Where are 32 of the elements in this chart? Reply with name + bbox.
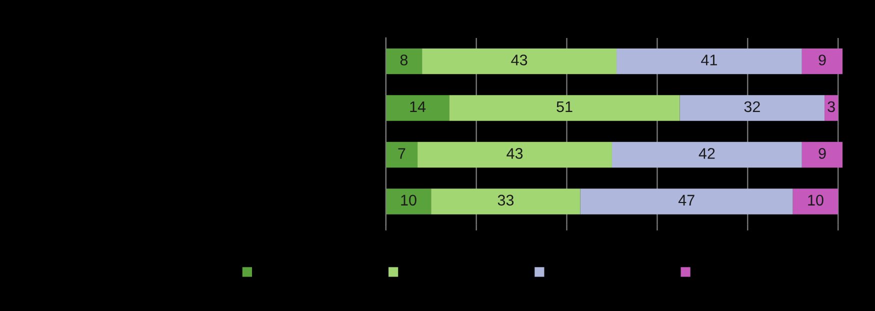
bar	[792, 188, 838, 214]
bar	[616, 48, 802, 74]
bar	[802, 48, 843, 74]
bar	[386, 48, 422, 74]
data-label: 8	[400, 54, 408, 66]
bar	[418, 142, 612, 168]
data-label: 14	[410, 101, 426, 112]
data-label: 9	[818, 54, 826, 66]
bar	[824, 95, 838, 121]
bar	[680, 95, 825, 121]
bar	[386, 188, 432, 214]
data-label: 10	[808, 194, 824, 206]
bar	[612, 142, 802, 168]
bar	[431, 188, 580, 214]
data-label: 43	[506, 148, 523, 159]
data-label: 43	[511, 54, 528, 66]
bar	[580, 188, 793, 214]
data-label: 47	[678, 194, 694, 206]
data-label: 9	[818, 148, 826, 159]
bar	[422, 48, 617, 74]
bar	[386, 142, 418, 168]
bar	[449, 95, 680, 121]
data-label: 51	[556, 101, 572, 112]
data-label: 7	[398, 148, 406, 159]
bar	[386, 95, 450, 121]
data-label: 33	[498, 194, 514, 206]
data-label: 41	[701, 54, 717, 66]
data-label: 3	[828, 101, 835, 112]
data-label: 42	[698, 148, 715, 159]
data-label: 10	[401, 194, 416, 206]
bar	[802, 142, 843, 168]
data-label: 32	[744, 101, 760, 112]
